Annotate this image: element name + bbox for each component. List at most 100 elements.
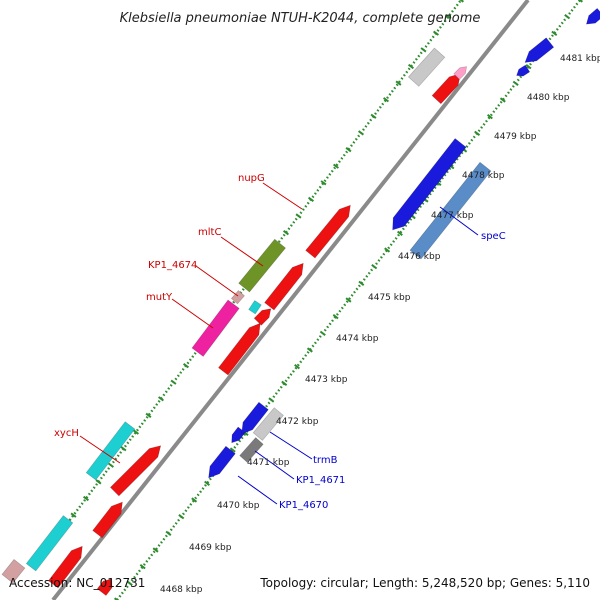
- gene-label-KP1_4670[interactable]: KP1_4670: [279, 500, 328, 511]
- tick-mark: [383, 97, 389, 103]
- scale-label: 4478 kbp: [462, 171, 505, 181]
- gene-label-group: nupG mltC KP1_4674 mutY xycH speC trmB K…: [54, 173, 506, 511]
- tick-mark: [191, 497, 198, 503]
- tick-mark: [294, 364, 301, 370]
- gene-arrow[interactable]: [264, 262, 304, 311]
- tick-mark: [370, 113, 377, 119]
- gene-block[interactable]: [248, 300, 262, 315]
- tick-mark: [564, 14, 571, 20]
- tick-mark: [578, 0, 584, 3]
- gene-block[interactable]: [25, 515, 74, 572]
- tick-mark: [512, 80, 519, 86]
- tick-mark: [183, 362, 189, 369]
- tick-mark: [204, 480, 211, 486]
- tick-mark: [408, 63, 414, 70]
- gene-arrow[interactable]: [516, 64, 531, 77]
- gene-label-mutY[interactable]: mutY: [146, 292, 173, 303]
- tick-mark: [320, 180, 327, 186]
- gene-arrow[interactable]: [92, 501, 123, 539]
- tick-mark: [396, 230, 403, 236]
- tick-mark: [308, 196, 314, 202]
- tick-mark: [371, 264, 378, 270]
- tick-mark: [268, 397, 275, 403]
- gene-block[interactable]: [230, 290, 245, 305]
- tick-mark: [384, 247, 391, 253]
- gene-arrow[interactable]: [218, 322, 261, 376]
- tick-mark: [70, 512, 77, 518]
- scale-label-group: 4468 kbp 4469 kbp 4470 kbp 4471 kbp 4472…: [160, 54, 600, 595]
- gene-arrow[interactable]: [453, 66, 467, 80]
- tick-mark: [229, 447, 236, 453]
- scale-label: 4476 kbp: [398, 252, 441, 262]
- gene-arrow[interactable]: [585, 7, 600, 25]
- tick-mark: [295, 213, 302, 219]
- accession-text: Accession: NC_012731: [9, 576, 145, 590]
- gene-block[interactable]: [85, 421, 136, 481]
- tick-mark: [332, 314, 339, 320]
- tick-mark: [445, 14, 452, 20]
- tick-mark: [433, 30, 439, 36]
- scale-label: 4468 kbp: [160, 585, 203, 595]
- gene-arrow[interactable]: [109, 445, 162, 497]
- scale-label: 4474 kbp: [336, 334, 379, 344]
- gene-arrow[interactable]: [524, 37, 555, 63]
- tick-mark: [345, 147, 352, 153]
- gene-label-KP1_4671[interactable]: KP1_4671: [296, 475, 345, 486]
- scale-label: 4473 kbp: [305, 375, 348, 385]
- gene-block[interactable]: [239, 437, 264, 463]
- tick-mark: [178, 514, 185, 520]
- gene-arrow[interactable]: [241, 401, 269, 435]
- tick-mark: [126, 580, 133, 586]
- tick-mark: [282, 230, 290, 236]
- tick-mark: [395, 80, 402, 86]
- tick-mark: [551, 30, 558, 36]
- tick-mark: [114, 597, 119, 600]
- scale-label: 4472 kbp: [276, 417, 319, 427]
- topology-text: Topology: circular; Length: 5,248,520 bp…: [259, 576, 590, 590]
- gene-arrow[interactable]: [48, 545, 83, 589]
- gene-block[interactable]: [191, 299, 240, 357]
- gene-label-trmB[interactable]: trmB: [313, 455, 338, 466]
- gene-label-mltC[interactable]: mltC: [198, 227, 221, 238]
- gene-arrow[interactable]: [305, 204, 351, 259]
- scale-label: 4480 kbp: [527, 93, 570, 103]
- tick-mark: [345, 297, 352, 303]
- gene-label-KP1_4674[interactable]: KP1_4674: [148, 260, 197, 271]
- scale-label: 4475 kbp: [368, 293, 411, 303]
- tick-mark: [358, 280, 365, 286]
- gene-arrow[interactable]: [208, 445, 236, 479]
- gene-label-speC[interactable]: speC: [481, 231, 506, 242]
- gene-arrow[interactable]: [392, 138, 467, 231]
- scale-label: 4470 kbp: [217, 501, 260, 511]
- tick-mark: [499, 97, 506, 103]
- tick-mark: [83, 495, 89, 502]
- gene-block[interactable]: [1, 558, 26, 584]
- gene-label-xycH[interactable]: xycH: [54, 428, 79, 439]
- gene-block[interactable]: [252, 407, 284, 441]
- gene-block[interactable]: [407, 47, 446, 87]
- tick-mark: [120, 446, 127, 452]
- tick-mark: [139, 564, 146, 570]
- tick-mark: [170, 379, 177, 385]
- gene-block[interactable]: [409, 161, 492, 260]
- map-title: Klebsiella pneumoniae NTUH-K2044, comple…: [120, 11, 481, 26]
- inner-kbp-ticks: [114, 0, 584, 600]
- tick-mark: [333, 163, 339, 169]
- genome-backbone: [51, 0, 530, 600]
- tick-mark: [107, 462, 115, 468]
- tick-mark: [165, 530, 172, 536]
- scale-label: 4469 kbp: [189, 543, 232, 553]
- scale-label: 4477 kbp: [431, 211, 474, 221]
- tick-mark: [145, 412, 152, 419]
- tick-mark: [95, 479, 102, 485]
- tick-mark: [525, 64, 532, 70]
- gene-label-nupG[interactable]: nupG: [238, 173, 265, 184]
- tick-mark: [152, 547, 159, 553]
- gene-arrow[interactable]: [253, 308, 272, 326]
- gene-arrow[interactable]: [96, 578, 113, 596]
- tick-mark: [281, 380, 288, 386]
- gene-features: [1, 7, 600, 596]
- tick-mark: [420, 47, 427, 53]
- label-leaders: [79, 182, 479, 505]
